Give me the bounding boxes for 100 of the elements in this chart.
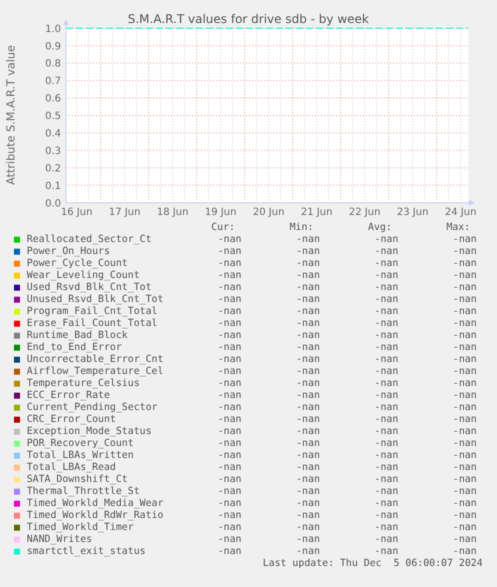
legend-label: Runtime_Bad_Block — [26, 330, 128, 342]
text: -nan — [452, 282, 477, 294]
text: -nan — [218, 522, 242, 534]
text: -nan — [296, 258, 320, 270]
text: -nan — [374, 282, 398, 294]
text: -nan — [452, 354, 477, 366]
text: Last update: Thu Dec 5 06:00:07 2024 — [262, 558, 483, 570]
text: -nan — [452, 366, 477, 378]
legend-label: Current_Pending_Sector — [26, 402, 158, 414]
x-tick-label: 23 Jun — [396, 207, 428, 218]
text: -nan — [452, 426, 477, 438]
text: -nan — [374, 510, 398, 522]
text: -nan — [374, 270, 398, 282]
y-tick-label: 0.2 — [45, 163, 61, 174]
text: -nan — [452, 546, 477, 558]
text: -nan — [218, 234, 242, 246]
text: -nan — [374, 306, 398, 318]
text: -nan — [296, 330, 320, 342]
text: -nan — [218, 414, 242, 426]
text: -nan — [218, 258, 242, 270]
text: -nan — [374, 438, 398, 450]
text: -nan — [218, 474, 242, 486]
text: -nan — [452, 534, 477, 546]
legend-label: Erase_Fail_Count_Total — [26, 318, 158, 330]
legend-label: smartctl_exit_status — [26, 546, 146, 558]
text: -nan — [374, 522, 398, 534]
legend-label: Power_Cycle_Count — [26, 258, 128, 270]
text: -nan — [452, 342, 477, 354]
text: -nan — [296, 282, 320, 294]
text: -nan — [218, 306, 242, 318]
text: -nan — [374, 486, 398, 498]
legend-label: Airflow_Temperature_Cel — [26, 366, 164, 378]
x-tick-label: 17 Jun — [108, 207, 140, 218]
text: -nan — [452, 402, 477, 414]
text: -nan — [296, 474, 320, 486]
text: -nan — [218, 534, 242, 546]
text: -nan — [296, 342, 320, 354]
legend-label: Reallocated_Sector_Ct — [26, 234, 152, 246]
y-tick-label: 0.1 — [45, 180, 61, 192]
text: -nan — [374, 450, 398, 462]
text: -nan — [374, 402, 398, 414]
text: Cur: — [211, 222, 235, 234]
text: -nan — [218, 282, 242, 294]
legend-label: Uncorrectable_Error_Cnt — [26, 354, 164, 366]
text: -nan — [296, 534, 320, 546]
text: -nan — [374, 342, 398, 354]
text: -nan — [374, 354, 398, 366]
text: -nan — [374, 366, 398, 378]
text: -nan — [218, 450, 242, 462]
text: -nan — [218, 498, 242, 510]
y-tick-label: 0.0 — [45, 198, 61, 210]
text: -nan — [452, 510, 477, 522]
y-axis-title: Attribute S.M.A.R.T value — [4, 45, 18, 185]
text: -nan — [452, 378, 477, 390]
text: -nan — [218, 438, 242, 450]
text: -nan — [218, 366, 242, 378]
text: -nan — [374, 546, 398, 558]
legend-label: End_to_End_Error — [26, 342, 122, 354]
legend-label: CRC_Error_Count — [26, 414, 116, 426]
y-tick-label: 0.4 — [45, 128, 61, 140]
text: -nan — [296, 522, 320, 534]
x-tick-label: 24 Jun — [444, 207, 476, 218]
text: -nan — [452, 306, 477, 318]
text: -nan — [374, 246, 398, 258]
legend-label: Exception_Mode_Status — [26, 426, 152, 438]
chart-title: S.M.A.R.T values for drive sdb - by week — [128, 12, 369, 26]
text: -nan — [296, 306, 320, 318]
text: -nan — [296, 390, 320, 402]
text: -nan — [296, 366, 320, 378]
text: -nan — [452, 486, 477, 498]
text: -nan — [374, 390, 398, 402]
text: -nan — [452, 438, 477, 450]
text: -nan — [296, 378, 320, 390]
text: -nan — [452, 246, 477, 258]
text: Avg: — [368, 222, 392, 234]
text: -nan — [374, 414, 398, 426]
text: -nan — [452, 318, 477, 330]
text: -nan — [374, 534, 398, 546]
y-tick-label: 0.3 — [45, 146, 61, 157]
text: -nan — [218, 462, 242, 474]
legend-label: Total_LBAs_Written — [26, 450, 134, 462]
text: -nan — [296, 246, 320, 258]
text: -nan — [452, 414, 477, 426]
text: -nan — [296, 426, 320, 438]
legend-label: Timed_Workld_Media_Wear — [26, 498, 164, 510]
text: -nan — [218, 342, 242, 354]
legend-label: Thermal_Throttle_St — [26, 486, 140, 498]
text: -nan — [374, 426, 398, 438]
text: -nan — [296, 402, 320, 414]
text: -nan — [452, 474, 477, 486]
y-tick-label: 1.0 — [45, 24, 61, 35]
text: -nan — [296, 486, 320, 498]
legend-label: Timed_Workld_Timer — [26, 522, 134, 534]
legend-label: Temperature_Celsius — [26, 378, 140, 390]
text: -nan — [218, 510, 242, 522]
legend-label: Program_Fail_Cnt_Total — [26, 306, 158, 318]
text: -nan — [374, 498, 398, 510]
text: -nan — [374, 462, 398, 474]
text: -nan — [374, 474, 398, 486]
text: -nan — [218, 294, 242, 306]
